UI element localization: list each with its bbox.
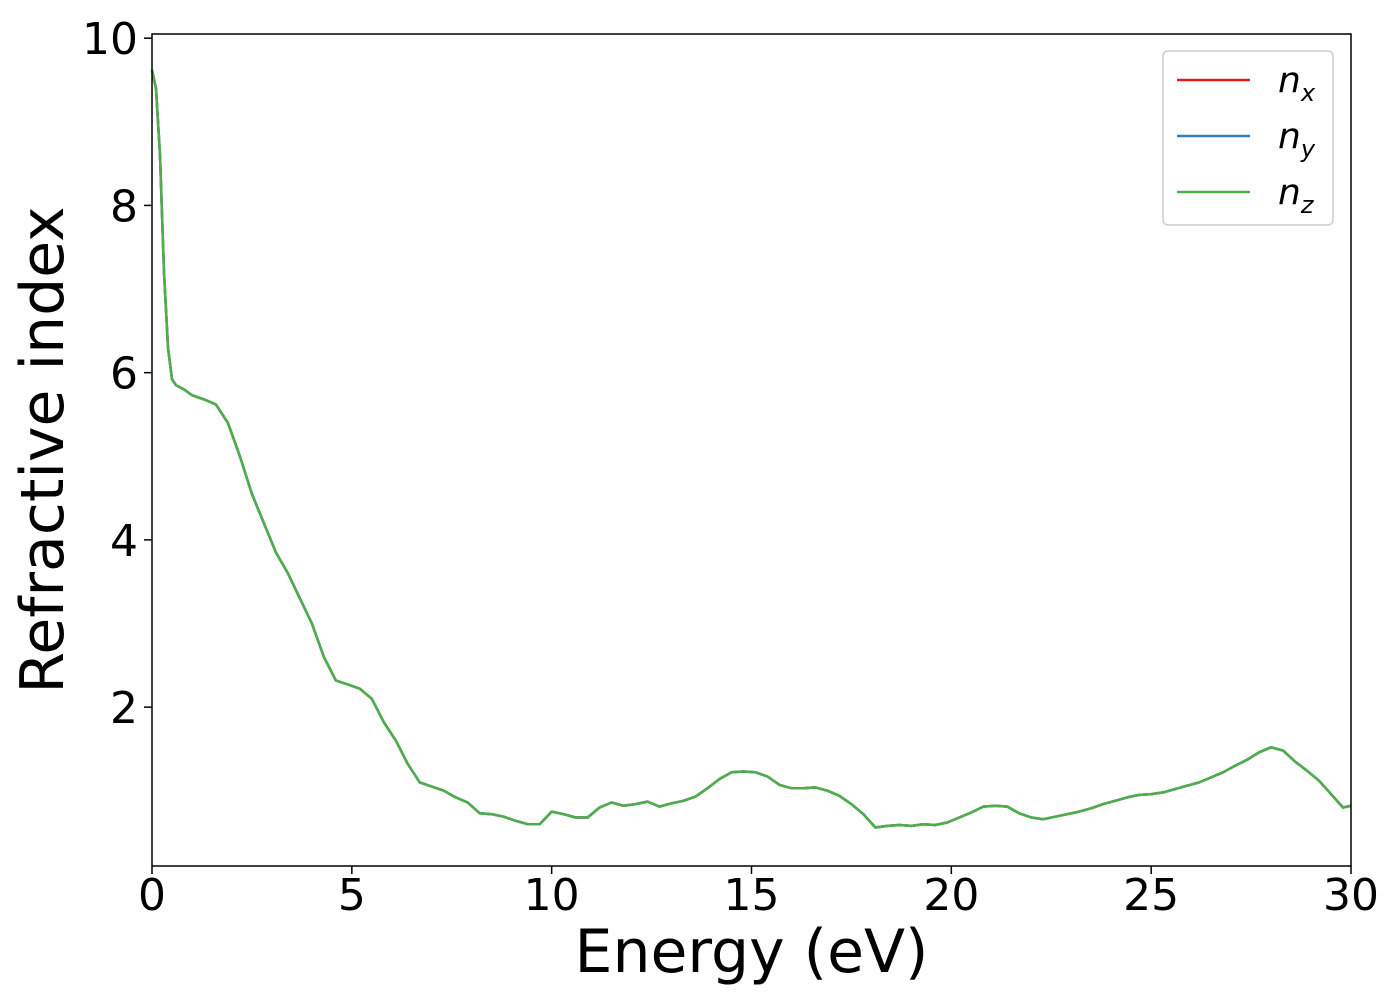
legend-label-n_z: nz xyxy=(1278,172,1315,219)
legend-label-n_y: ny xyxy=(1278,116,1316,163)
x-tick-label: 5 xyxy=(338,870,366,921)
y-tick-label: 6 xyxy=(110,349,138,400)
y-tick-label: 2 xyxy=(110,683,138,734)
x-tick-label: 25 xyxy=(1123,870,1179,921)
y-tick-label: 8 xyxy=(110,181,138,232)
y-axis: 2 4 6 8 10 xyxy=(82,14,152,734)
x-tick-label: 15 xyxy=(724,870,780,921)
x-tick-label: 0 xyxy=(138,870,166,921)
x-tick-label: 10 xyxy=(524,870,580,921)
x-axis: 0 5 10 15 20 25 30 xyxy=(138,866,1379,921)
x-axis-label: Energy (eV) xyxy=(575,917,929,987)
y-axis-label: Refractive index xyxy=(8,206,78,693)
y-tick-label: 10 xyxy=(82,14,138,65)
legend: nx ny nz xyxy=(1162,50,1334,226)
x-tick-label: 20 xyxy=(923,870,979,921)
legend-box xyxy=(1162,50,1334,226)
y-tick-label: 4 xyxy=(110,516,138,567)
x-tick-label: 30 xyxy=(1323,870,1379,921)
legend-label-n_x: nx xyxy=(1278,60,1316,107)
plot-lines xyxy=(150,69,1352,829)
series-line-n_z xyxy=(150,69,1352,829)
